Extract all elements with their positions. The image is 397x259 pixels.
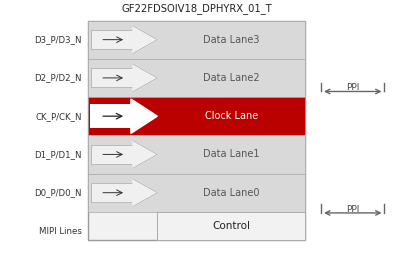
Polygon shape [131,99,157,133]
Bar [88,20,305,240]
Text: Data Lane3: Data Lane3 [203,35,260,45]
Text: D0_P/D0_N: D0_P/D0_N [34,188,82,197]
Polygon shape [133,26,157,53]
Text: Data Lane2: Data Lane2 [203,73,260,83]
Bar [91,68,133,88]
Text: PPI: PPI [346,205,359,214]
Text: D1_P/D1_N: D1_P/D1_N [34,150,82,159]
Text: PPI: PPI [346,83,359,92]
Text: GF22FDSOIV18_DPHYRX_01_T: GF22FDSOIV18_DPHYRX_01_T [121,3,272,14]
Text: D3_P/D3_N: D3_P/D3_N [34,35,82,44]
Polygon shape [133,141,157,168]
Text: CK_P/CK_N: CK_P/CK_N [35,112,82,121]
Bar [91,183,133,202]
Text: D2_P/D2_N: D2_P/D2_N [34,73,82,82]
Text: Data Lane1: Data Lane1 [203,149,260,160]
Text: MIPI Lines: MIPI Lines [39,227,82,236]
Polygon shape [133,179,157,206]
Bar [91,30,133,49]
Bar [88,20,305,59]
Text: Data Lane0: Data Lane0 [203,188,260,198]
Bar [88,135,305,174]
Text: Control: Control [212,221,251,231]
Bar [91,145,133,164]
Bar [88,97,305,135]
Polygon shape [133,64,157,92]
Bar [157,212,305,240]
Bar [88,59,305,97]
Bar [88,174,305,212]
Text: Clock Lane: Clock Lane [205,111,258,121]
Bar [90,104,131,128]
